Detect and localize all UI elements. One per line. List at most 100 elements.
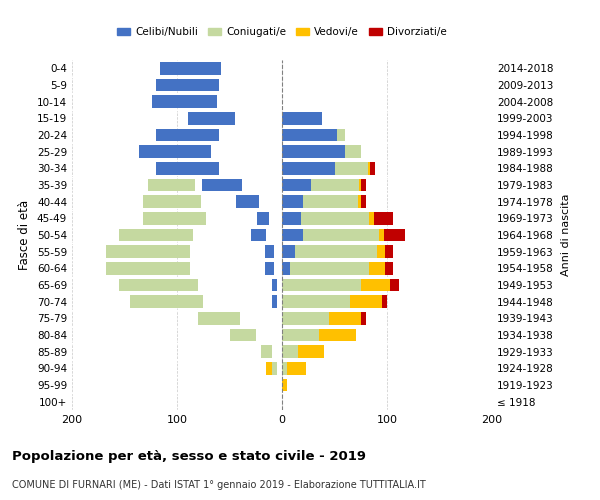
Bar: [257, 212, 269, 224]
Bar: [265, 246, 274, 258]
Bar: [170, 262, 178, 274]
Bar: [156, 162, 187, 174]
Y-axis label: Fasce di età: Fasce di età: [19, 200, 31, 270]
Bar: [188, 196, 194, 208]
Bar: [271, 279, 277, 291]
Bar: [229, 112, 232, 124]
Bar: [271, 296, 277, 308]
Bar: [209, 128, 214, 141]
Bar: [282, 112, 322, 124]
Bar: [301, 212, 369, 224]
Bar: [282, 162, 335, 174]
Bar: [345, 146, 361, 158]
Bar: [282, 346, 298, 358]
Bar: [119, 279, 198, 291]
Bar: [282, 362, 287, 374]
Bar: [282, 128, 337, 141]
Bar: [176, 279, 184, 291]
Bar: [179, 162, 182, 174]
Bar: [282, 212, 301, 224]
Bar: [329, 312, 361, 324]
Bar: [282, 329, 319, 341]
Bar: [282, 262, 290, 274]
Bar: [282, 379, 287, 391]
Bar: [143, 212, 206, 224]
Bar: [106, 246, 190, 258]
Bar: [303, 196, 358, 208]
Bar: [361, 279, 390, 291]
Bar: [261, 346, 266, 358]
Bar: [245, 329, 251, 341]
Bar: [361, 196, 366, 208]
Bar: [130, 296, 203, 308]
Bar: [202, 179, 242, 191]
Bar: [194, 146, 202, 158]
Bar: [290, 262, 369, 274]
Bar: [148, 179, 195, 191]
Bar: [374, 212, 394, 224]
Text: Popolazione per età, sesso e stato civile - 2019: Popolazione per età, sesso e stato civil…: [12, 450, 366, 463]
Bar: [266, 362, 271, 374]
Bar: [156, 128, 219, 141]
Bar: [198, 312, 240, 324]
Bar: [377, 246, 385, 258]
Bar: [385, 262, 394, 274]
Bar: [229, 312, 235, 324]
Bar: [282, 246, 295, 258]
Bar: [187, 229, 190, 241]
Bar: [160, 62, 221, 74]
Bar: [271, 362, 277, 374]
Bar: [298, 346, 324, 358]
Bar: [261, 346, 271, 358]
Bar: [287, 362, 306, 374]
Bar: [282, 196, 303, 208]
Bar: [209, 128, 212, 141]
Bar: [282, 229, 303, 241]
Bar: [193, 296, 198, 308]
Bar: [106, 262, 190, 274]
Bar: [379, 229, 384, 241]
Bar: [319, 329, 355, 341]
Bar: [282, 312, 329, 324]
Bar: [385, 246, 394, 258]
Bar: [184, 262, 187, 274]
Bar: [164, 229, 177, 241]
Bar: [182, 179, 187, 191]
Bar: [139, 146, 211, 158]
Y-axis label: Anni di nascita: Anni di nascita: [560, 194, 571, 276]
Bar: [295, 246, 377, 258]
Bar: [184, 246, 187, 258]
Bar: [194, 212, 199, 224]
Bar: [143, 196, 201, 208]
Bar: [282, 146, 345, 158]
Bar: [156, 162, 219, 174]
Bar: [358, 196, 361, 208]
Bar: [303, 229, 379, 241]
Bar: [191, 179, 193, 191]
Bar: [368, 162, 370, 174]
Bar: [229, 329, 256, 341]
Bar: [282, 279, 361, 291]
Bar: [197, 196, 199, 208]
Bar: [181, 296, 190, 308]
Bar: [361, 312, 366, 324]
Bar: [361, 179, 366, 191]
Bar: [184, 162, 185, 174]
Bar: [382, 296, 387, 308]
Bar: [282, 179, 311, 191]
Bar: [265, 262, 274, 274]
Bar: [119, 229, 193, 241]
Bar: [236, 196, 259, 208]
Bar: [251, 229, 266, 241]
Bar: [187, 112, 235, 124]
Bar: [202, 212, 204, 224]
Bar: [369, 212, 374, 224]
Bar: [311, 179, 359, 191]
Bar: [244, 329, 247, 341]
Bar: [390, 279, 398, 291]
Bar: [170, 246, 178, 258]
Bar: [350, 296, 382, 308]
Bar: [335, 162, 368, 174]
Bar: [370, 162, 376, 174]
Text: COMUNE DI FURNARI (ME) - Dati ISTAT 1° gennaio 2019 - Elaborazione TUTTITALIA.IT: COMUNE DI FURNARI (ME) - Dati ISTAT 1° g…: [12, 480, 426, 490]
